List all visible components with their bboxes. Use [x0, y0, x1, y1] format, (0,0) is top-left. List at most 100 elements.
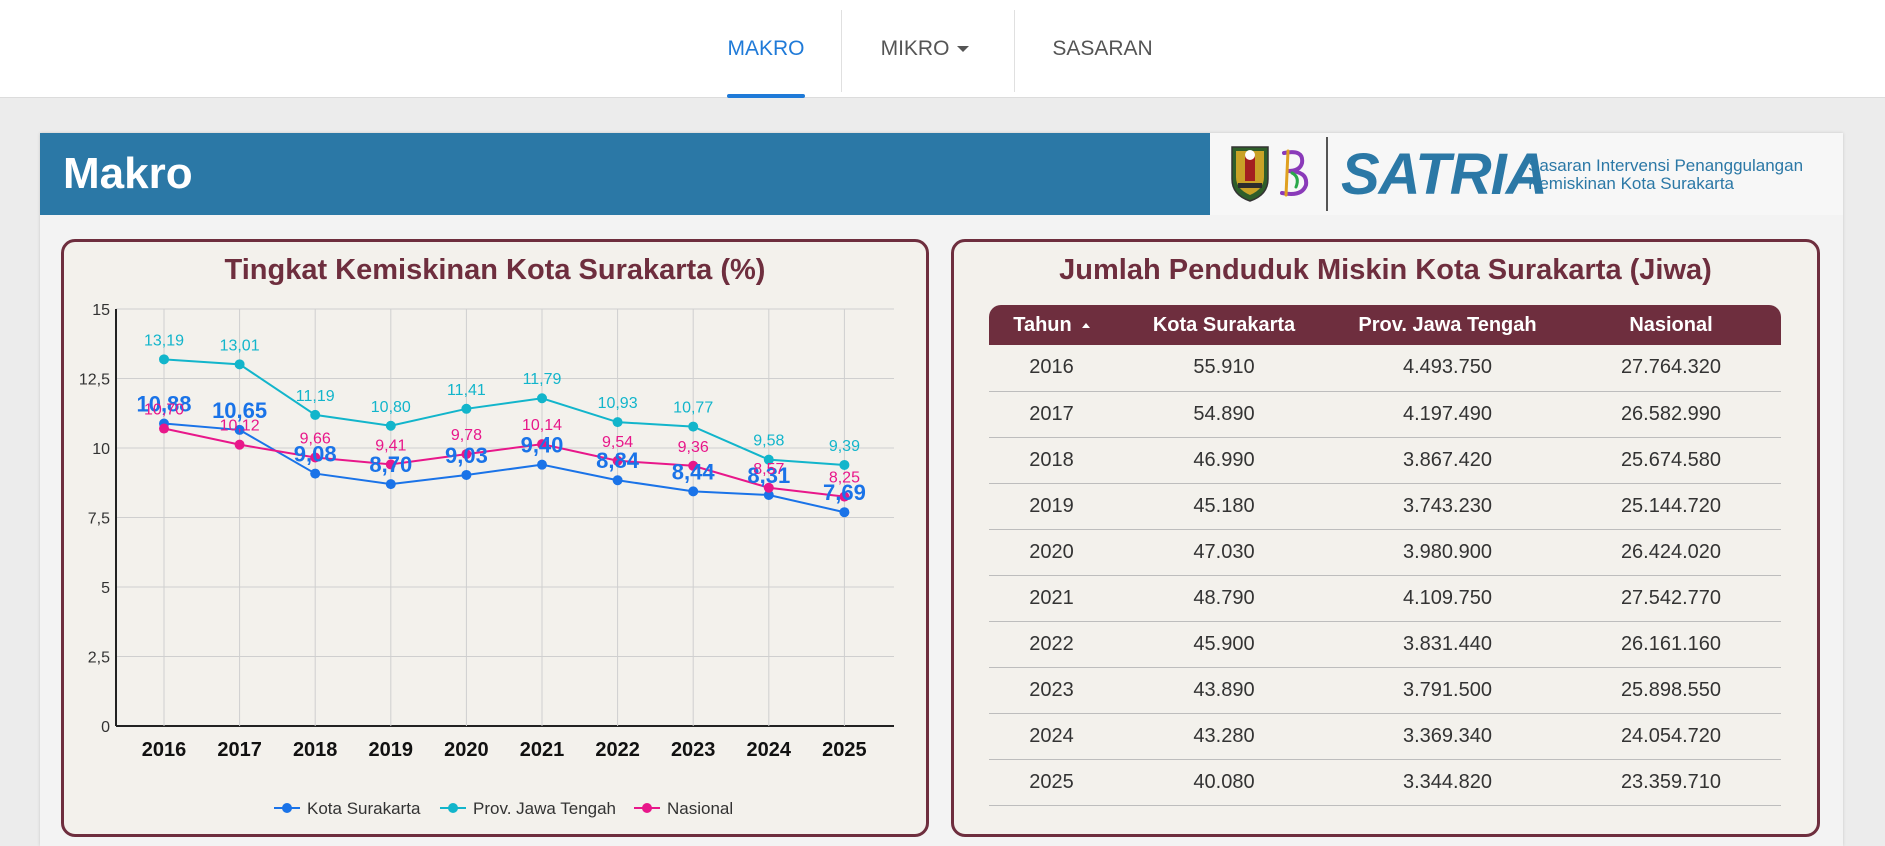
series-kota-line: [163, 422, 845, 514]
cell-kota: 45.180: [1114, 483, 1334, 530]
tab-makro[interactable]: MAKRO: [727, 0, 805, 98]
series-kota-data-label: 8,84: [596, 448, 640, 473]
page-banner: Makro: [40, 133, 1210, 215]
poverty-rate-line-chart: 0 2,5 5 7,5 10 12,5 15 2016 2017 2018 2019 2020 2021…: [79, 302, 894, 818]
series-prov-data-label: 10,77: [673, 400, 713, 417]
series-kota-data-label: 9,40: [521, 433, 564, 458]
series-nasional-data-label: 8,57: [753, 461, 784, 478]
cell-prov: 3.831.440: [1334, 621, 1561, 668]
tab-mikro-label: MIKRO: [880, 37, 950, 60]
x-tick-label: 2024: [747, 739, 792, 761]
series-kota-data-label: 9,08: [294, 442, 337, 467]
y-tick-label: 7,5: [88, 511, 110, 528]
cell-nasional: 27.764.320: [1561, 345, 1781, 392]
series-kota-point: [537, 459, 547, 470]
legend-swatch-point: [448, 803, 458, 813]
column-header-tahun[interactable]: Tahun: [989, 305, 1114, 345]
series-nasional-point: [310, 452, 321, 463]
table-row: 2021 48.790 4.109.750 27.542.770: [989, 575, 1781, 622]
y-tick-label: 15: [92, 302, 110, 319]
cell-prov: 3.980.900: [1334, 529, 1561, 576]
cell-tahun: 2017: [989, 391, 1114, 438]
poor-population-table: Tahun Kota Surakarta Prov. Jawa Tengah N…: [989, 305, 1781, 806]
series-prov-point: [461, 403, 472, 414]
cell-prov: 3.791.500: [1334, 667, 1561, 714]
y-tick-label: 0: [101, 719, 110, 736]
satria-logo: SATRIA: [1341, 142, 1548, 207]
series-kota-point: [612, 475, 623, 486]
series-prov-point: [537, 393, 547, 404]
table-row: 2016 55.910 4.493.750 27.764.320: [989, 345, 1781, 392]
poverty-rate-chart-card: Tingkat Kemiskinan Kota Surakarta (%) 0 2…: [61, 239, 929, 837]
legend-label: Nasional: [667, 799, 733, 818]
cell-tahun: 2024: [989, 713, 1114, 760]
logo-tagline-line-2: Kemiskinan Kota Surakarta: [1528, 174, 1734, 193]
series-prov-line: [163, 358, 845, 466]
series-kota-data-label: 9,03: [445, 443, 488, 468]
legend-label: Kota Surakarta: [307, 799, 421, 818]
column-header-prov[interactable]: Prov. Jawa Tengah: [1334, 305, 1561, 345]
series-prov-point: [159, 354, 169, 365]
series-prov-point: [839, 459, 850, 470]
series-nasional-point: [461, 449, 472, 460]
series-nasional-line: [163, 427, 845, 498]
column-header-label: Tahun: [1013, 313, 1072, 336]
series-kota-data-label: 7,69: [823, 480, 866, 505]
cell-tahun: 2023: [989, 667, 1114, 714]
table-row: 2018 46.990 3.867.420 25.674.580: [989, 437, 1781, 484]
table-row: 2020 47.030 3.980.900 26.424.020: [989, 529, 1781, 576]
series-kota-point: [839, 507, 850, 518]
series-kota-data-label: 8,70: [369, 452, 412, 477]
legend-label: Prov. Jawa Tengah: [473, 799, 616, 818]
main-panel: Makro SATRIA Sasaran Intervensi Penanggu…: [40, 133, 1843, 846]
column-header-kota[interactable]: Kota Surakarta: [1114, 305, 1334, 345]
cell-nasional: 23.359.710: [1561, 759, 1781, 806]
series-prov-data-label: 13,19: [144, 332, 184, 349]
cell-tahun: 2016: [989, 345, 1114, 392]
series-nasional-point: [234, 439, 245, 450]
series-prov-data-label: 10,93: [598, 395, 638, 412]
cell-prov: 3.743.230: [1334, 483, 1561, 530]
series-nasional-point: [537, 439, 547, 450]
series-nasional-point: [839, 491, 850, 502]
cell-nasional: 26.161.160: [1561, 621, 1781, 668]
logo-area: SATRIA Sasaran Intervensi Penanggulangan…: [1210, 133, 1843, 215]
logo-separator: [1326, 137, 1328, 211]
column-header-nasional[interactable]: Nasional: [1561, 305, 1781, 345]
cell-prov: 3.369.340: [1334, 713, 1561, 760]
series-prov-data-label: 9,39: [829, 438, 860, 455]
x-tick-label: 2025: [822, 739, 867, 761]
cell-prov: 3.344.820: [1334, 759, 1561, 806]
cell-kota: 43.890: [1114, 667, 1334, 714]
nav-divider: [1014, 10, 1015, 92]
cell-kota: 55.910: [1114, 345, 1334, 392]
cell-nasional: 26.582.990: [1561, 391, 1781, 438]
cell-prov: 4.109.750: [1334, 575, 1561, 622]
cell-kota: 43.280: [1114, 713, 1334, 760]
series-kota-point: [310, 468, 321, 479]
tab-mikro[interactable]: MIKRO: [855, 0, 995, 98]
cell-tahun: 2018: [989, 437, 1114, 484]
cell-prov: 4.197.490: [1334, 391, 1561, 438]
series-nasional-data-label: 9,78: [451, 427, 482, 444]
series-nasional-data-label: 10,12: [220, 418, 260, 435]
series-kota-data-label: 8,31: [747, 463, 790, 488]
poor-population-table-card: Jumlah Penduduk Miskin Kota Surakarta (J…: [951, 239, 1820, 837]
cell-nasional: 26.424.020: [1561, 529, 1781, 576]
tab-sasaran[interactable]: SASARAN: [1052, 37, 1153, 60]
series-prov-point: [385, 420, 396, 431]
caret-down-icon: [957, 46, 970, 52]
cell-tahun: 2021: [989, 575, 1114, 622]
series-prov-data-label: 13,01: [220, 337, 260, 354]
series-prov-data-label: 10,80: [371, 399, 411, 416]
series-prov-point: [310, 409, 321, 420]
cell-kota: 46.990: [1114, 437, 1334, 484]
cell-nasional: 25.898.550: [1561, 667, 1781, 714]
y-tick-label: 5: [101, 580, 110, 597]
cell-nasional: 27.542.770: [1561, 575, 1781, 622]
cell-tahun: 2022: [989, 621, 1114, 668]
table-title: Jumlah Penduduk Miskin Kota Surakarta (J…: [1059, 254, 1712, 286]
table-row: 2025 40.080 3.344.820 23.359.710: [989, 759, 1781, 806]
cell-kota: 48.790: [1114, 575, 1334, 622]
cell-kota: 40.080: [1114, 759, 1334, 806]
